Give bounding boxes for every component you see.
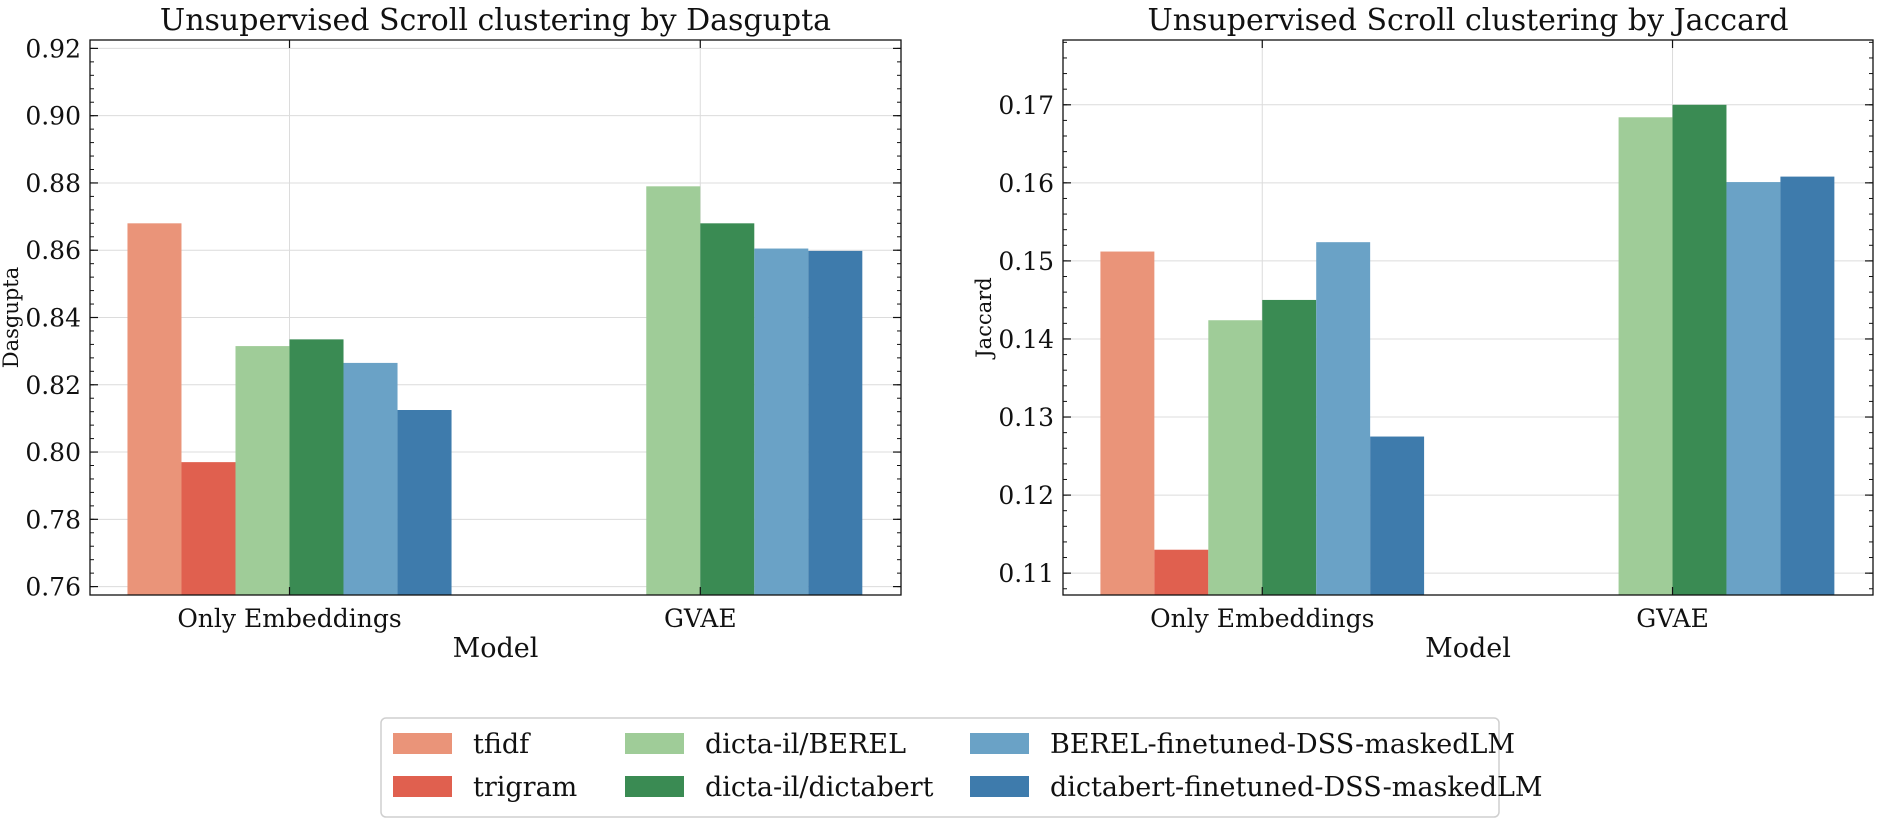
y-tick-label: 0.12 (998, 481, 1054, 510)
legend-swatch (625, 733, 684, 754)
bar-tfidf (127, 223, 182, 595)
bar-dicta-il-dictabert (1672, 104, 1727, 595)
bar-berel-finetuned-dss-maskedlm (343, 362, 398, 595)
bar-dictabert-finetuned-dss-maskedlm (1780, 176, 1835, 595)
x-axis-label: Model (1425, 633, 1511, 664)
legend-label: trigram (473, 772, 577, 803)
x-tick-label: GVAE (664, 604, 737, 633)
legend-swatch (970, 733, 1029, 754)
y-tick-label: 0.92 (25, 34, 81, 63)
bar-trigram (181, 462, 236, 595)
y-tick-label: 0.11 (998, 559, 1054, 588)
plot-frame (1062, 39, 1874, 596)
chart-title: Unsupervised Scroll clustering by Jaccar… (1147, 3, 1788, 38)
x-axis-label: Model (453, 633, 539, 664)
chart-title: Unsupervised Scroll clustering by Dasgup… (160, 3, 831, 38)
legend: tfidf trigram dicta-il/BEREL dicta-il/dicta… (380, 717, 1543, 818)
y-tick-label: 0.17 (998, 91, 1054, 120)
bar-dicta-il-berel (1618, 117, 1673, 596)
bar-dictabert-finetuned-dss-maskedlm (808, 250, 863, 595)
legend-label: tfidf (473, 729, 531, 760)
x-tick-label: Only Embeddings (1150, 604, 1374, 633)
dasgupta-chart: 0.76 0.78 0.80 0.82 0.84 0.86 0.88 0.90 0.92 Only… (0, 3, 902, 664)
legend-swatch (393, 776, 452, 797)
legend-label: dicta-il/BEREL (705, 729, 906, 760)
y-axis-label: Jaccard (972, 277, 996, 359)
plot-frame (89, 39, 902, 596)
y-tick-label: 0.84 (25, 304, 81, 333)
jaccard-chart: 0.11 0.12 0.13 0.14 0.15 0.16 0.17 Only Embeddi… (972, 3, 1874, 664)
y-tick-label: 0.86 (25, 236, 81, 265)
y-axis-label: Dasgupta (0, 267, 23, 369)
bar-dicta-il-dictabert (289, 339, 344, 595)
x-tick-label: Only Embeddings (177, 604, 401, 633)
y-tick-label: 0.16 (998, 169, 1054, 198)
y-tick-label: 0.15 (998, 247, 1054, 276)
bar-berel-finetuned-dss-maskedlm (754, 248, 809, 595)
bar-dicta-il-berel (235, 346, 290, 595)
bar-dicta-il-berel (646, 186, 701, 595)
bar-dictabert-finetuned-dss-maskedlm (1370, 436, 1425, 595)
y-tick-label: 0.90 (25, 102, 81, 131)
y-tick-label: 0.82 (25, 371, 81, 400)
x-tick-label: GVAE (1636, 604, 1709, 633)
legend-label: dictabert-finetuned-DSS-maskedLM (1050, 772, 1543, 803)
y-tick-label: 0.88 (25, 169, 81, 198)
bar-tfidf (1100, 251, 1155, 595)
y-tick-label: 0.80 (25, 438, 81, 467)
bar-trigram (1154, 549, 1209, 595)
y-tick-label: 0.78 (25, 505, 81, 534)
legend-swatch (393, 733, 452, 754)
bar-berel-finetuned-dss-maskedlm (1726, 182, 1781, 595)
y-tick-label: 0.14 (998, 325, 1054, 354)
bar-dicta-il-berel (1208, 320, 1263, 595)
legend-label: BEREL-finetuned-DSS-maskedLM (1050, 729, 1515, 760)
y-tick-label: 0.13 (998, 403, 1054, 432)
legend-swatch (970, 776, 1029, 797)
bar-berel-finetuned-dss-maskedlm (1316, 242, 1371, 596)
bar-dictabert-finetuned-dss-maskedlm (397, 410, 452, 595)
bar-dicta-il-dictabert (1262, 299, 1317, 595)
y-tick-label: 0.76 (25, 573, 81, 602)
legend-label: dicta-il/dictabert (705, 772, 934, 803)
bar-dicta-il-dictabert (700, 223, 755, 595)
legend-swatch (625, 776, 684, 797)
